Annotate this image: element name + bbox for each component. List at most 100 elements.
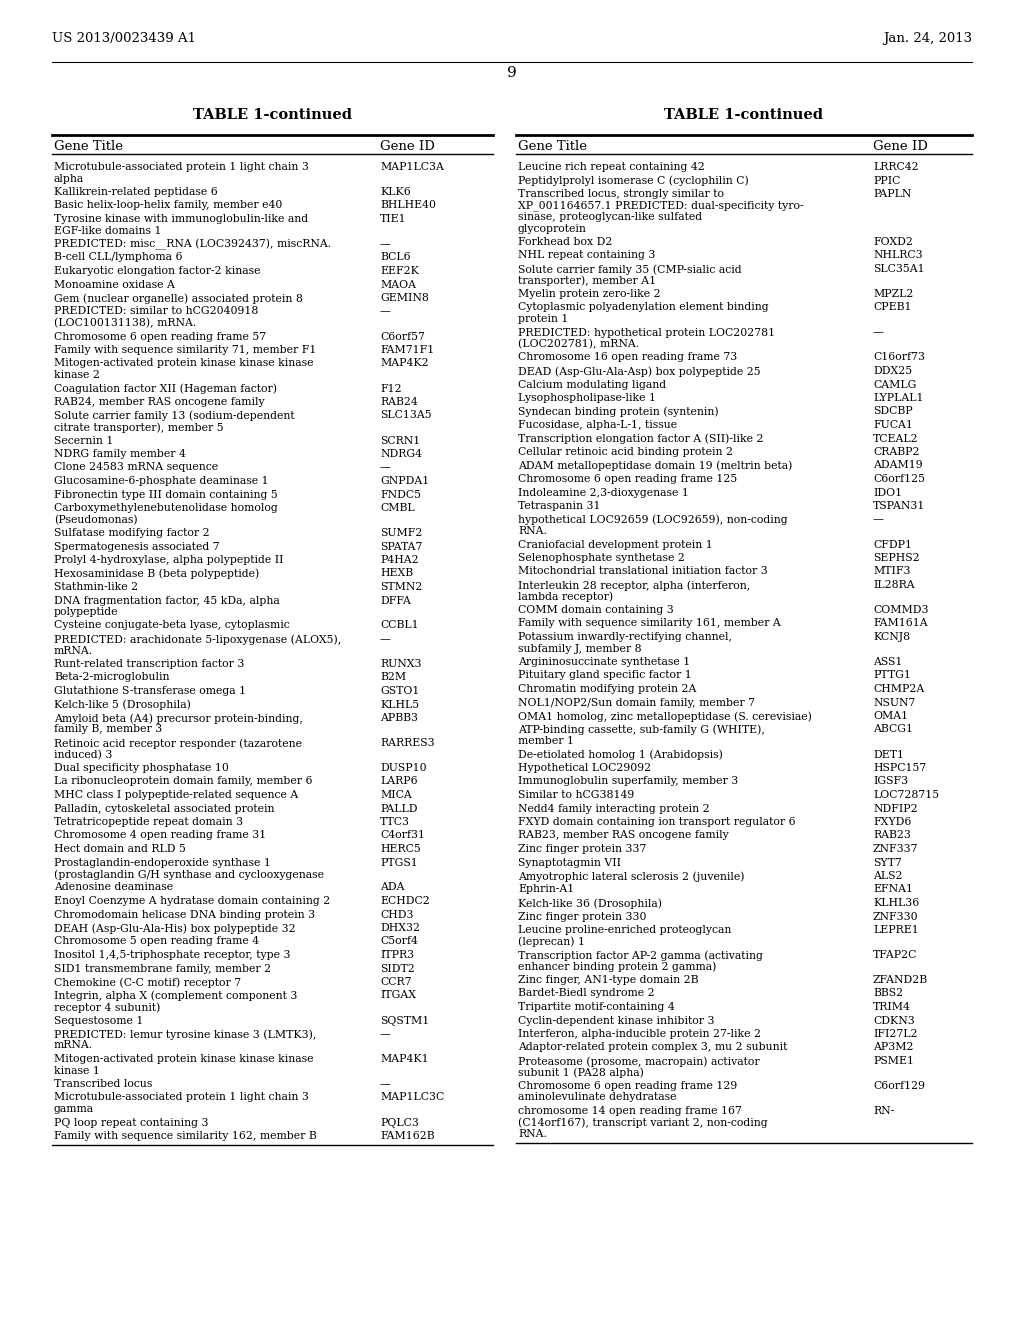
Text: NHL repeat containing 3: NHL repeat containing 3 <box>518 251 655 260</box>
Text: Spermatogenesis associated 7: Spermatogenesis associated 7 <box>54 541 219 552</box>
Text: NDRG4: NDRG4 <box>380 449 422 459</box>
Text: Enoyl Coenzyme A hydratase domain containing 2: Enoyl Coenzyme A hydratase domain contai… <box>54 896 331 906</box>
Text: US 2013/0023439 A1: US 2013/0023439 A1 <box>52 32 196 45</box>
Text: Potassium inwardly-rectifying channel,: Potassium inwardly-rectifying channel, <box>518 632 732 642</box>
Text: FAM162B: FAM162B <box>380 1131 434 1140</box>
Text: family B, member 3: family B, member 3 <box>54 725 162 734</box>
Text: Zinc finger, AN1-type domain 2B: Zinc finger, AN1-type domain 2B <box>518 975 698 985</box>
Text: KCNJ8: KCNJ8 <box>873 632 910 642</box>
Text: DET1: DET1 <box>873 750 904 759</box>
Text: Synaptotagmin VII: Synaptotagmin VII <box>518 858 621 867</box>
Text: C6orf129: C6orf129 <box>873 1081 925 1092</box>
Text: subunit 1 (PA28 alpha): subunit 1 (PA28 alpha) <box>518 1068 644 1078</box>
Text: CCBL1: CCBL1 <box>380 620 419 631</box>
Text: PTTG1: PTTG1 <box>873 671 911 681</box>
Text: Craniofacial development protein 1: Craniofacial development protein 1 <box>518 540 713 549</box>
Text: Family with sequence similarity 162, member B: Family with sequence similarity 162, mem… <box>54 1131 316 1140</box>
Text: EFNA1: EFNA1 <box>873 884 913 895</box>
Text: LRRC42: LRRC42 <box>873 162 919 172</box>
Text: CHMP2A: CHMP2A <box>873 684 925 694</box>
Text: Amyloid beta (A4) precursor protein-binding,: Amyloid beta (A4) precursor protein-bind… <box>54 713 303 723</box>
Text: Carboxymethylenebutenolidase homolog: Carboxymethylenebutenolidase homolog <box>54 503 278 513</box>
Text: protein 1: protein 1 <box>518 314 568 323</box>
Text: CDKN3: CDKN3 <box>873 1015 914 1026</box>
Text: STMN2: STMN2 <box>380 582 422 591</box>
Text: (Pseudomonas): (Pseudomonas) <box>54 515 137 525</box>
Text: IDO1: IDO1 <box>873 487 902 498</box>
Text: Myelin protein zero-like 2: Myelin protein zero-like 2 <box>518 289 660 300</box>
Text: Integrin, alpha X (complement component 3: Integrin, alpha X (complement component … <box>54 990 297 1001</box>
Text: Retinoic acid receptor responder (tazarotene: Retinoic acid receptor responder (tazaro… <box>54 738 302 748</box>
Text: Stathmin-like 2: Stathmin-like 2 <box>54 582 138 591</box>
Text: HSPC157: HSPC157 <box>873 763 927 774</box>
Text: B2M: B2M <box>380 672 407 682</box>
Text: Zinc finger protein 330: Zinc finger protein 330 <box>518 912 646 921</box>
Text: 9: 9 <box>507 66 517 81</box>
Text: PPIC: PPIC <box>873 176 900 186</box>
Text: BCL6: BCL6 <box>380 252 411 263</box>
Text: LEPRE1: LEPRE1 <box>873 925 919 935</box>
Text: Transcription elongation factor A (SII)-like 2: Transcription elongation factor A (SII)-… <box>518 433 764 444</box>
Text: glycoprotein: glycoprotein <box>518 223 587 234</box>
Text: Fucosidase, alpha-L-1, tissue: Fucosidase, alpha-L-1, tissue <box>518 420 677 430</box>
Text: Chromosome 5 open reading frame 4: Chromosome 5 open reading frame 4 <box>54 936 259 946</box>
Text: TSPAN31: TSPAN31 <box>873 502 926 511</box>
Text: Cytoplasmic polyadenylation element binding: Cytoplasmic polyadenylation element bind… <box>518 302 769 313</box>
Text: CCR7: CCR7 <box>380 977 412 987</box>
Text: Basic helix-loop-helix family, member e40: Basic helix-loop-helix family, member e4… <box>54 201 283 210</box>
Text: Mitogen-activated protein kinase kinase kinase: Mitogen-activated protein kinase kinase … <box>54 1053 313 1064</box>
Text: DEAD (Asp-Glu-Ala-Asp) box polypeptide 25: DEAD (Asp-Glu-Ala-Asp) box polypeptide 2… <box>518 366 761 376</box>
Text: NDRG family member 4: NDRG family member 4 <box>54 449 186 459</box>
Text: Tetraspanin 31: Tetraspanin 31 <box>518 502 600 511</box>
Text: Prostaglandin-endoperoxide synthase 1: Prostaglandin-endoperoxide synthase 1 <box>54 858 271 867</box>
Text: Coagulation factor XII (Hageman factor): Coagulation factor XII (Hageman factor) <box>54 384 278 395</box>
Text: Chemokine (C-C motif) receptor 7: Chemokine (C-C motif) receptor 7 <box>54 977 241 987</box>
Text: PREDICTED: misc__RNA (LOC392437), miscRNA.: PREDICTED: misc__RNA (LOC392437), miscRN… <box>54 239 331 251</box>
Text: SDCBP: SDCBP <box>873 407 912 417</box>
Text: MAP4K1: MAP4K1 <box>380 1053 429 1064</box>
Text: Immunoglobulin superfamily, member 3: Immunoglobulin superfamily, member 3 <box>518 776 738 787</box>
Text: PREDICTED: similar to hCG2040918: PREDICTED: similar to hCG2040918 <box>54 306 258 317</box>
Text: Argininosuccinate synthetase 1: Argininosuccinate synthetase 1 <box>518 657 690 667</box>
Text: De-etiolated homolog 1 (Arabidopsis): De-etiolated homolog 1 (Arabidopsis) <box>518 750 723 760</box>
Text: FXYD domain containing ion transport regulator 6: FXYD domain containing ion transport reg… <box>518 817 796 828</box>
Text: FAM161A: FAM161A <box>873 619 928 628</box>
Text: IL28RA: IL28RA <box>873 579 914 590</box>
Text: KLHL5: KLHL5 <box>380 700 419 710</box>
Text: Runt-related transcription factor 3: Runt-related transcription factor 3 <box>54 659 245 669</box>
Text: C4orf31: C4orf31 <box>380 830 425 841</box>
Text: NSUN7: NSUN7 <box>873 697 915 708</box>
Text: Microtubule-associated protein 1 light chain 3: Microtubule-associated protein 1 light c… <box>54 1093 309 1102</box>
Text: Beta-2-microglobulin: Beta-2-microglobulin <box>54 672 170 682</box>
Text: Hypothetical LOC29092: Hypothetical LOC29092 <box>518 763 651 774</box>
Text: Transcribed locus, strongly similar to: Transcribed locus, strongly similar to <box>518 189 724 199</box>
Text: (C14orf167), transcript variant 2, non-coding: (C14orf167), transcript variant 2, non-c… <box>518 1118 768 1129</box>
Text: SQSTM1: SQSTM1 <box>380 1015 429 1026</box>
Text: Secernin 1: Secernin 1 <box>54 436 114 446</box>
Text: gamma: gamma <box>54 1104 94 1114</box>
Text: (LOC100131138), mRNA.: (LOC100131138), mRNA. <box>54 318 197 329</box>
Text: SLC13A5: SLC13A5 <box>380 411 432 421</box>
Text: Gene ID: Gene ID <box>873 140 928 153</box>
Text: AP3M2: AP3M2 <box>873 1043 913 1052</box>
Text: Kelch-like 36 (Drosophila): Kelch-like 36 (Drosophila) <box>518 898 662 908</box>
Text: PQ loop repeat containing 3: PQ loop repeat containing 3 <box>54 1118 209 1127</box>
Text: CPEB1: CPEB1 <box>873 302 911 313</box>
Text: RAB23, member RAS oncogene family: RAB23, member RAS oncogene family <box>518 830 729 841</box>
Text: Microtubule-associated protein 1 light chain 3: Microtubule-associated protein 1 light c… <box>54 162 309 172</box>
Text: SIDT2: SIDT2 <box>380 964 415 974</box>
Text: ADA: ADA <box>380 883 404 892</box>
Text: Gene Title: Gene Title <box>54 140 123 153</box>
Text: Nedd4 family interacting protein 2: Nedd4 family interacting protein 2 <box>518 804 710 813</box>
Text: kinase 2: kinase 2 <box>54 370 100 380</box>
Text: HEXB: HEXB <box>380 569 413 578</box>
Text: Syndecan binding protein (syntenin): Syndecan binding protein (syntenin) <box>518 407 719 417</box>
Text: LARP6: LARP6 <box>380 776 418 787</box>
Text: DNA fragmentation factor, 45 kDa, alpha: DNA fragmentation factor, 45 kDa, alpha <box>54 595 280 606</box>
Text: Gem (nuclear organelle) associated protein 8: Gem (nuclear organelle) associated prote… <box>54 293 303 304</box>
Text: OMA1: OMA1 <box>873 711 908 721</box>
Text: TTC3: TTC3 <box>380 817 410 828</box>
Text: Amyotrophic lateral sclerosis 2 (juvenile): Amyotrophic lateral sclerosis 2 (juvenil… <box>518 871 744 882</box>
Text: Chromosome 6 open reading frame 129: Chromosome 6 open reading frame 129 <box>518 1081 737 1092</box>
Text: APBB3: APBB3 <box>380 713 418 723</box>
